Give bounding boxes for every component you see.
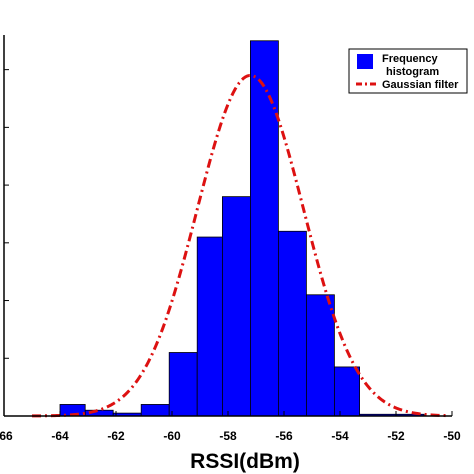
- x-axis-ticks: -66 -64 -62 -60 -58 -56 -54 -52 -50: [0, 411, 461, 443]
- histogram-bar: [249, 40, 279, 417]
- histogram-bar: [333, 366, 360, 417]
- x-tick-label: -52: [387, 429, 405, 443]
- x-tick-label: -54: [331, 429, 349, 443]
- x-tick-label: -60: [163, 429, 181, 443]
- x-tick-label: -50: [443, 429, 461, 443]
- histogram-bar: [140, 404, 170, 417]
- legend-label-histogram-line1: Frequency: [382, 53, 439, 65]
- legend-label-histogram-line2: histogram: [386, 66, 439, 78]
- histogram-bars: [59, 40, 425, 417]
- gaussian-filter-curve: [31, 73, 447, 418]
- x-tick-label: -56: [275, 429, 293, 443]
- legend-swatch-histogram: [357, 54, 373, 69]
- legend: Frequency histogram Gaussian filter: [348, 48, 468, 94]
- histogram-bar: [196, 236, 223, 417]
- x-tick-label: -58: [219, 429, 237, 443]
- histogram-bar: [221, 196, 251, 417]
- x-axis-title: RSSI(dBm): [190, 450, 300, 473]
- histogram-bar: [305, 294, 335, 417]
- x-tick-label: -64: [51, 429, 69, 443]
- x-tick-label: -62: [107, 429, 125, 443]
- histogram-bar: [168, 352, 198, 417]
- x-tick-label: -66: [0, 429, 13, 443]
- y-axis-ticks: [4, 69, 9, 417]
- legend-label-gaussian: Gaussian filter: [382, 79, 459, 91]
- histogram-bar: [277, 230, 307, 417]
